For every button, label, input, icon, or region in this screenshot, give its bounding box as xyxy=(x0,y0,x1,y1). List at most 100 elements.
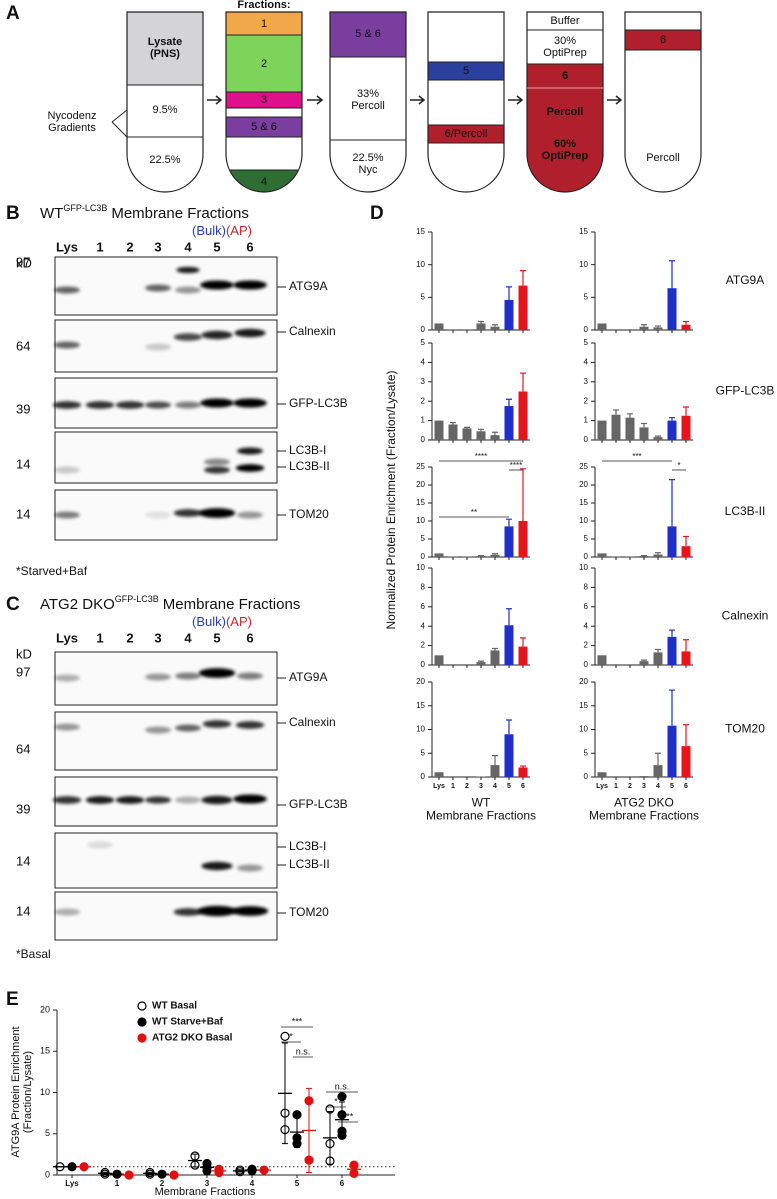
error-bar xyxy=(641,659,647,662)
y-tick-label: 2 xyxy=(584,641,589,650)
y-tick-label: 15 xyxy=(40,1046,50,1056)
y-tick-label: 0 xyxy=(584,552,589,561)
label: 60% OptiPrep xyxy=(542,138,589,162)
bar xyxy=(490,650,500,665)
label: Buffer xyxy=(550,15,579,27)
legend-marker xyxy=(137,1001,147,1011)
data-point xyxy=(55,1162,65,1172)
band xyxy=(173,333,203,341)
arrow xyxy=(207,95,223,105)
label: 4 xyxy=(261,176,267,188)
data-point xyxy=(124,1170,134,1180)
band xyxy=(233,794,267,804)
error-bar xyxy=(520,372,526,392)
data-point xyxy=(349,1160,359,1170)
label: 5 xyxy=(463,65,469,77)
error-bar xyxy=(520,468,526,521)
band-label: Calnexin xyxy=(289,715,336,729)
label: 6/Percoll xyxy=(445,128,488,140)
band-label: LC3B-II xyxy=(289,459,330,473)
protein-label: GFP-LC3B xyxy=(716,384,775,398)
protein-label: ATG9A xyxy=(726,273,764,287)
data-point xyxy=(100,1169,110,1179)
x-tick-label: 6 xyxy=(340,1179,345,1188)
band-label: LC3B-II xyxy=(289,857,330,871)
x-tick-label: 5 xyxy=(507,783,511,790)
data-point xyxy=(280,1125,290,1135)
band xyxy=(233,398,267,408)
bar xyxy=(434,655,444,665)
y-tick-label: 15 xyxy=(579,498,588,507)
error-bar xyxy=(492,431,498,436)
y-tick-label: 2 xyxy=(421,641,426,650)
label: 33% Percoll xyxy=(351,88,385,112)
label: Fractions: xyxy=(237,0,290,11)
significance-label: n.s. xyxy=(296,1046,311,1056)
y-tick-label: 4 xyxy=(584,358,589,367)
band-label: Calnexin xyxy=(289,324,336,338)
band xyxy=(204,458,230,466)
data-point xyxy=(67,1162,77,1172)
error-bar xyxy=(655,648,661,653)
data-point xyxy=(292,1110,302,1120)
band xyxy=(52,796,82,804)
error-bar xyxy=(478,660,484,663)
tube xyxy=(428,12,504,192)
band xyxy=(145,401,171,409)
mw-marker: 14 xyxy=(16,903,30,918)
bar xyxy=(476,323,486,330)
y-tick-label: 5 xyxy=(421,338,426,347)
blot xyxy=(54,431,278,484)
blot xyxy=(54,319,278,373)
error-bar xyxy=(641,422,647,428)
significance-label: n.s. xyxy=(335,1081,350,1091)
band xyxy=(87,841,113,849)
band xyxy=(85,796,115,804)
band-label: LC3B-I xyxy=(289,443,326,457)
label: 1 xyxy=(261,18,267,30)
band xyxy=(198,668,236,678)
legend-label: WT Starve+Baf xyxy=(152,1017,224,1028)
y-tick-label: 0 xyxy=(421,660,426,669)
y-tick-label: 0 xyxy=(421,435,426,444)
mw-marker: 14 xyxy=(16,506,30,521)
tube-layer xyxy=(226,136,302,171)
data-point xyxy=(202,1166,212,1176)
bar xyxy=(639,555,649,557)
band xyxy=(145,796,171,804)
error-bar xyxy=(450,421,456,425)
tube-outline xyxy=(624,11,702,193)
title-main: ATG2 DKO xyxy=(40,596,115,613)
data-point xyxy=(325,1104,335,1114)
fraction-type: (Bulk) xyxy=(192,614,226,629)
protein-label: Calnexin xyxy=(722,609,769,623)
error-bar xyxy=(520,765,526,768)
data-point xyxy=(325,1156,335,1166)
y-tick-label: 10 xyxy=(579,563,588,572)
data-point xyxy=(259,1165,269,1175)
bar xyxy=(639,427,649,440)
significance-label: ** xyxy=(471,508,477,517)
data-point xyxy=(337,1130,347,1141)
title-main: WT xyxy=(40,205,63,222)
x-tick-label: 2 xyxy=(628,783,632,790)
bar xyxy=(639,661,649,665)
x-tick-label: 3 xyxy=(479,783,483,790)
y-tick-label: 15 xyxy=(416,701,425,710)
y-tick-label: 6 xyxy=(421,602,426,611)
bar xyxy=(518,767,528,777)
bar xyxy=(490,765,500,777)
x-tick-label: 1 xyxy=(451,783,455,790)
error-bar xyxy=(478,320,484,324)
data-point xyxy=(304,1096,314,1106)
bar xyxy=(597,553,607,557)
panel-label: D xyxy=(370,203,384,224)
bar xyxy=(518,646,528,665)
y-tick-label: 4 xyxy=(421,358,426,367)
error-bar xyxy=(506,286,512,300)
tube-layer xyxy=(527,63,603,192)
lane-label: 3 xyxy=(154,239,161,254)
band xyxy=(85,401,115,409)
error-bar xyxy=(478,428,484,432)
data-point xyxy=(337,1092,347,1102)
